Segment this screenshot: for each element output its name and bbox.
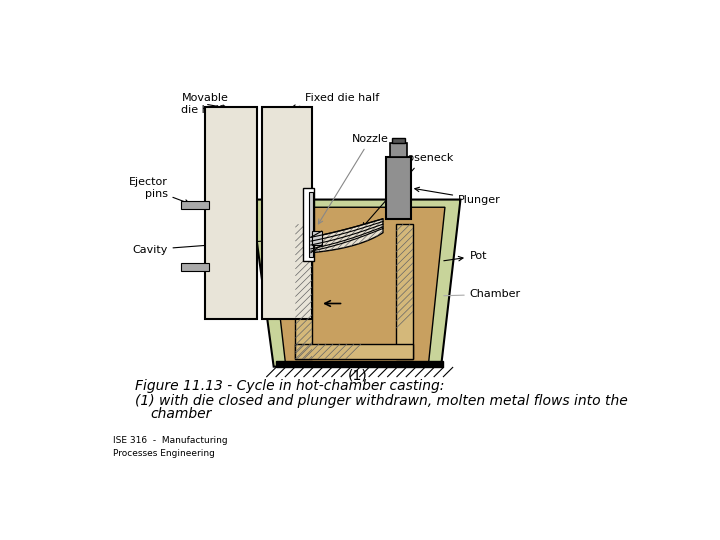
Text: Plunger: Plunger	[415, 187, 501, 205]
Bar	[390, 143, 407, 157]
Text: Fixed die half: Fixed die half	[291, 93, 379, 109]
Text: (1): (1)	[348, 369, 367, 383]
Text: Gooseneck: Gooseneck	[362, 153, 454, 227]
Polygon shape	[311, 219, 383, 253]
Polygon shape	[251, 200, 461, 367]
Bar	[181, 201, 209, 209]
Text: Figure 11.13 ‑ Cycle in hot‑chamber casting:: Figure 11.13 ‑ Cycle in hot‑chamber cast…	[135, 379, 444, 393]
Text: Movable
die half: Movable die half	[181, 93, 228, 115]
Bar	[312, 231, 322, 245]
Text: ISE 316  ‑  Manufacturing
Processes Engineering: ISE 316 ‑ Manufacturing Processes Engine…	[113, 436, 228, 458]
Polygon shape	[311, 219, 383, 253]
Text: Nozzle: Nozzle	[318, 134, 389, 224]
Bar	[309, 192, 313, 257]
Text: Cavity: Cavity	[132, 237, 299, 254]
Bar	[262, 107, 312, 319]
Bar	[386, 157, 411, 219]
Text: Chamber: Chamber	[444, 289, 521, 299]
Bar	[392, 138, 405, 143]
Polygon shape	[295, 224, 312, 359]
Bar	[276, 361, 443, 367]
Text: (1) with die closed and plunger withdrawn, molten metal flows into the: (1) with die closed and plunger withdraw…	[135, 394, 628, 408]
Polygon shape	[312, 224, 396, 343]
Bar	[204, 107, 258, 319]
Text: Ejector
pins: Ejector pins	[129, 177, 189, 204]
Polygon shape	[295, 343, 413, 359]
Polygon shape	[396, 224, 413, 359]
Polygon shape	[267, 207, 445, 362]
Polygon shape	[396, 224, 413, 359]
Bar	[303, 188, 314, 261]
Text: Pot: Pot	[444, 251, 487, 261]
Bar	[181, 264, 209, 271]
Polygon shape	[295, 343, 413, 359]
Text: chamber: chamber	[150, 408, 212, 421]
Polygon shape	[295, 224, 312, 359]
